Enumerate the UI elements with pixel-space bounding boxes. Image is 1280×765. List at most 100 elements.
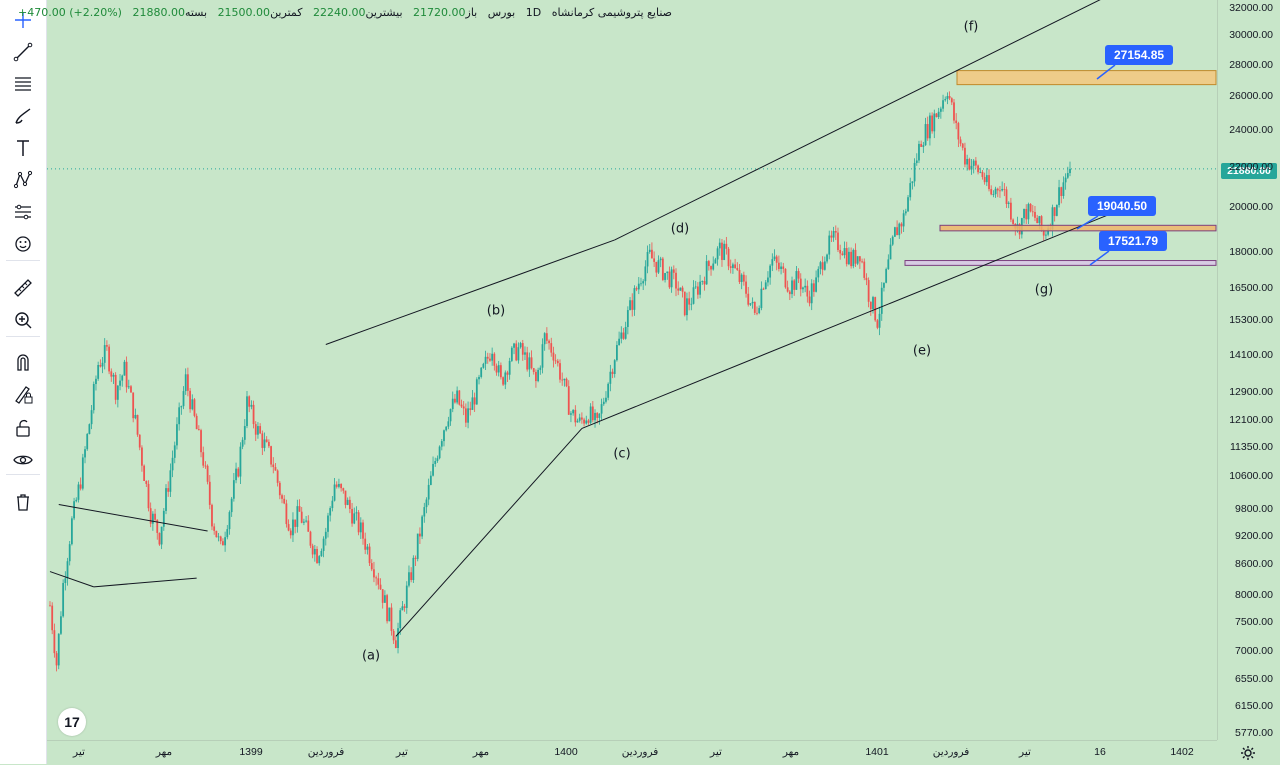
price-axis[interactable]: 21880.00 32000.00 30000.00 28000.00 26000.0… [1217,0,1280,740]
candle-body [966,158,969,165]
chart-header: صنایع پتروشیمی کرمانشاه 1D بورس باز21720… [18,6,672,19]
candle-body [1025,208,1028,220]
price-tick-label: 8600.00 [1235,558,1273,571]
time-tick-label: 16 [1094,746,1106,758]
brush-icon [15,108,31,124]
price-tick-label: 26000.00 [1229,89,1273,102]
candle-body [285,503,288,525]
candle-body [999,190,1001,192]
brush-tool[interactable] [7,102,39,130]
candle-body [935,113,938,118]
crosshair-tool[interactable] [7,6,39,34]
candle-body [832,231,835,238]
eye-tool[interactable] [7,446,39,474]
candle-body [1038,216,1041,224]
candle-body [504,372,507,385]
settings-gear-icon[interactable] [1240,745,1256,761]
price-callout[interactable]: 27154.85 [1105,45,1174,65]
prediction-tool[interactable] [7,198,39,226]
candle-body [138,434,141,448]
pattern-icon [13,170,33,189]
candle-body [1051,207,1054,230]
candle-body [414,557,417,559]
price-tick-label: 7000.00 [1235,645,1273,658]
candle-body [445,426,448,431]
wave-label: (g) [1034,282,1054,298]
candle-body [493,353,496,366]
text-tool[interactable] [7,134,39,162]
price-tick-label: 30000.00 [1229,29,1273,42]
candle-body [624,326,627,339]
candle-body [852,249,855,267]
candle-body [607,383,610,398]
candle-body [484,356,487,364]
candle-body [86,434,89,450]
candle-body [340,483,343,489]
drawing-toolbar [0,0,47,764]
fib-lines-tool[interactable] [7,70,39,98]
callout-pointer [1089,250,1110,266]
candle-body [296,506,299,527]
candle-body [145,480,148,484]
candle-body [362,522,364,539]
eye-icon [13,455,33,465]
wave-label: (a) [361,648,381,664]
price-callout[interactable]: 19040.50 [1088,196,1157,216]
candle-body [867,280,870,302]
candle-body [893,227,896,237]
emoji-tool[interactable] [7,230,39,258]
ruler-tool[interactable] [7,274,39,302]
candle-body [802,287,804,290]
candle-body [313,548,316,555]
candle-body [169,470,172,492]
candle-body [716,248,719,260]
trend-line-tool[interactable] [7,38,39,66]
zoom-in-tool[interactable] [7,306,39,334]
magnet-tool[interactable] [7,348,39,376]
chart-plot-area[interactable] [47,0,1217,740]
candle-body [462,406,465,409]
candle-body [957,123,960,140]
candle-body [300,511,303,523]
zoom-in-icon [15,312,32,329]
candle-body [753,301,756,313]
price-tick-label: 18000.00 [1229,245,1273,258]
candle-body [815,277,817,292]
candle-body [694,286,697,288]
candle-body [686,298,688,316]
chart-canvas[interactable] [47,0,1217,740]
candle-body [690,303,693,305]
candle-body [239,446,242,477]
candle-body [167,488,170,492]
interval-label[interactable]: 1D [525,6,542,19]
candle-body [237,468,240,477]
candle-body [672,269,675,273]
unlock-tool[interactable] [7,414,39,442]
candle-body [215,530,218,538]
time-tick-label: فروردین [932,746,970,758]
candle-body [900,223,903,227]
tradingview-logo[interactable]: 17 [58,708,86,736]
price-tick-label: 32000.00 [1229,2,1273,14]
trash-tool[interactable] [7,488,39,516]
lock-drawing-tool[interactable] [7,380,39,408]
candle-body [707,261,710,267]
candle-body [874,297,877,321]
candle-body [283,498,286,504]
candle-body [97,364,100,379]
candle-body [261,433,264,448]
candle-body [948,96,951,99]
open-label: باز [465,6,478,19]
candle-body [791,280,793,295]
candle-body [469,408,472,410]
price-callout[interactable]: 17521.79 [1099,231,1168,251]
candle-body [1034,211,1036,218]
candle-body [429,475,432,485]
candle-body [944,98,947,101]
candle-body [383,595,386,603]
candle-body [75,499,78,502]
candle-body [405,585,408,608]
pattern-tool[interactable] [7,166,39,194]
time-tick-label: تیر [1019,746,1031,758]
time-axis[interactable]: تیر مهر 1399 فروردین تیر مهر 1400 فروردین تیر مهر… [47,740,1217,765]
